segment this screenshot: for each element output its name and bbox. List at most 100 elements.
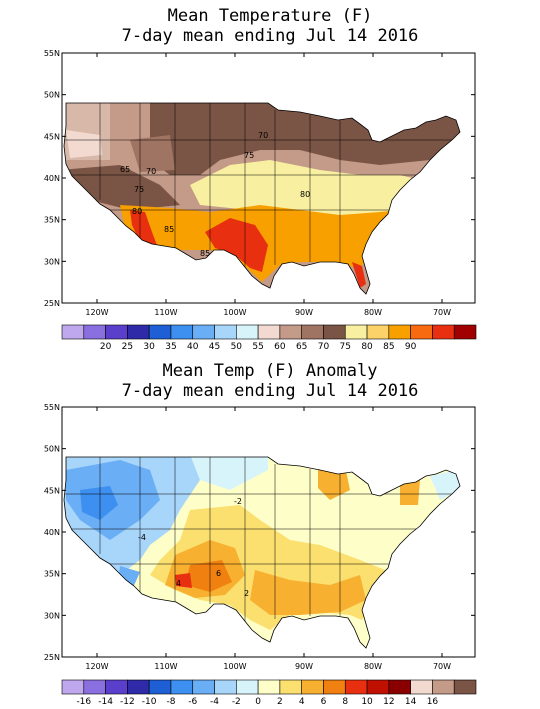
colorbar-label: -6 — [188, 697, 197, 707]
colorbar-swatch — [366, 679, 390, 695]
panel2-contour-label: 4 — [176, 579, 181, 588]
colorbar-swatch — [105, 324, 128, 340]
panel1-contour-label: 85 — [200, 249, 210, 258]
colorbar-swatch — [279, 324, 302, 340]
panel1-contour-label: 80 — [300, 190, 310, 199]
latitude-label: 50N — [44, 91, 60, 100]
colorbar-swatch — [214, 679, 237, 695]
colorbar-swatch — [105, 679, 128, 695]
longitude-label: 90W — [295, 308, 313, 317]
panel1-colorbar: 20 25 30 35 40 45 50 55 60 65 70 75 80 85 90 — [61, 324, 477, 352]
longitude-label: 70W — [433, 308, 451, 317]
colorbar-label: 30 — [143, 342, 155, 352]
latitude-label: 55N — [44, 403, 60, 412]
colorbar-swatch — [257, 679, 281, 695]
colorbar-swatch — [214, 324, 237, 340]
colorbar-swatch — [388, 679, 411, 695]
latitude-label: 40N — [44, 528, 60, 537]
panel2-title-line2: 7-day mean ending Jul 14 2016 — [121, 381, 419, 401]
colorbar-label: -8 — [166, 697, 175, 707]
colorbar-swatch — [301, 679, 324, 695]
colorbar-swatch — [344, 679, 368, 695]
colorbar-swatch — [323, 679, 346, 695]
colorbar-label: 50 — [231, 342, 243, 352]
latitude-label: 40N — [44, 174, 60, 183]
colorbar-label: 90 — [405, 342, 417, 352]
latitude-label: 35N — [44, 570, 60, 579]
colorbar-swatch — [410, 679, 433, 695]
colorbar-swatch — [236, 324, 259, 340]
longitude-label: 100W — [223, 662, 246, 671]
latitude-label: 45N — [44, 132, 60, 141]
colorbar-label: -4 — [210, 697, 219, 707]
latitude-label: 55N — [44, 49, 60, 58]
latitude-label: 30N — [44, 257, 60, 266]
colorbar-swatch — [83, 324, 106, 340]
longitude-label: 120W — [85, 662, 108, 671]
colorbar-label: 60 — [274, 342, 286, 352]
colorbar-label: 8 — [342, 697, 348, 707]
colorbar-label: 65 — [296, 342, 307, 352]
latitude-label: 50N — [44, 445, 60, 454]
longitude-label: 100W — [223, 308, 246, 317]
colorbar-label: 16 — [427, 697, 439, 707]
panel2-map: -4 -2 4 6 2 55N 50N 45N 40N 35N 30N 25N 120W 110… — [44, 403, 476, 671]
colorbar-swatch — [127, 679, 150, 695]
colorbar-label: 6 — [321, 697, 327, 707]
colorbar-label: 14 — [405, 697, 417, 707]
colorbar-label: 10 — [361, 697, 373, 707]
colorbar-label: 45 — [209, 342, 220, 352]
colorbar-swatch — [453, 324, 477, 340]
colorbar-swatch — [323, 324, 346, 340]
colorbar-label: -10 — [142, 697, 157, 707]
panel2-colorbar: -16 -14 -12 -10 -8 -6 -4 -2 0 2 4 6 8 10 12 14 16 — [61, 679, 477, 707]
colorbar-label: 70 — [318, 342, 330, 352]
panel1-contour-label: 70 — [258, 131, 268, 140]
colorbar-swatch — [127, 324, 150, 340]
panel1-contour-label: 85 — [164, 225, 174, 234]
colorbar-swatch — [192, 324, 215, 340]
colorbar-swatch — [453, 679, 477, 695]
colorbar-label: -14 — [98, 697, 113, 707]
colorbar-swatch — [301, 324, 324, 340]
latitude-label: 45N — [44, 486, 60, 495]
colorbar-swatch — [388, 324, 411, 340]
colorbar-label: 12 — [383, 697, 394, 707]
longitude-label: 120W — [85, 308, 108, 317]
panel2-contour-label: 2 — [244, 589, 249, 598]
panel1-contour-label: 70 — [146, 167, 156, 176]
colorbar-swatch — [366, 324, 390, 340]
panel2-title-line1: Mean Temp (F) Anomaly — [162, 361, 378, 381]
colorbar-label: 40 — [187, 342, 199, 352]
colorbar-label: 35 — [165, 342, 176, 352]
panel2-contour-label: -2 — [234, 497, 242, 506]
colorbar-swatch — [279, 679, 302, 695]
colorbar-swatch — [432, 324, 455, 340]
longitude-label: 110W — [154, 308, 177, 317]
longitude-label: 80W — [364, 308, 382, 317]
panel1-contour-label: 75 — [244, 151, 254, 160]
panel1-contour-label: 65 — [120, 165, 130, 174]
colorbar-label: 55 — [252, 342, 263, 352]
colorbar-swatch — [432, 679, 455, 695]
colorbar-label: 2 — [277, 697, 283, 707]
longitude-label: 80W — [364, 662, 382, 671]
colorbar-label: -16 — [76, 697, 91, 707]
longitude-label: 70W — [433, 662, 451, 671]
colorbar-label: 0 — [255, 697, 261, 707]
colorbar-swatch — [170, 679, 194, 695]
latitude-label: 35N — [44, 216, 60, 225]
colorbar-label: 4 — [299, 697, 305, 707]
colorbar-swatch — [83, 679, 106, 695]
colorbar-swatch — [170, 324, 194, 340]
colorbar-swatch — [148, 679, 172, 695]
colorbar-swatch — [236, 679, 259, 695]
panel1-contour-label: 80 — [132, 207, 142, 216]
colorbar-swatch — [192, 679, 215, 695]
panel2-contour-label: 6 — [216, 569, 221, 578]
panel1-title-line2: 7-day mean ending Jul 14 2016 — [121, 26, 419, 46]
panel2-contour-label: -4 — [138, 533, 146, 542]
panel1-map: 70 75 80 85 65 70 75 80 85 55N 50N 45N 40N 3… — [44, 49, 476, 317]
colorbar-swatch — [61, 679, 85, 695]
